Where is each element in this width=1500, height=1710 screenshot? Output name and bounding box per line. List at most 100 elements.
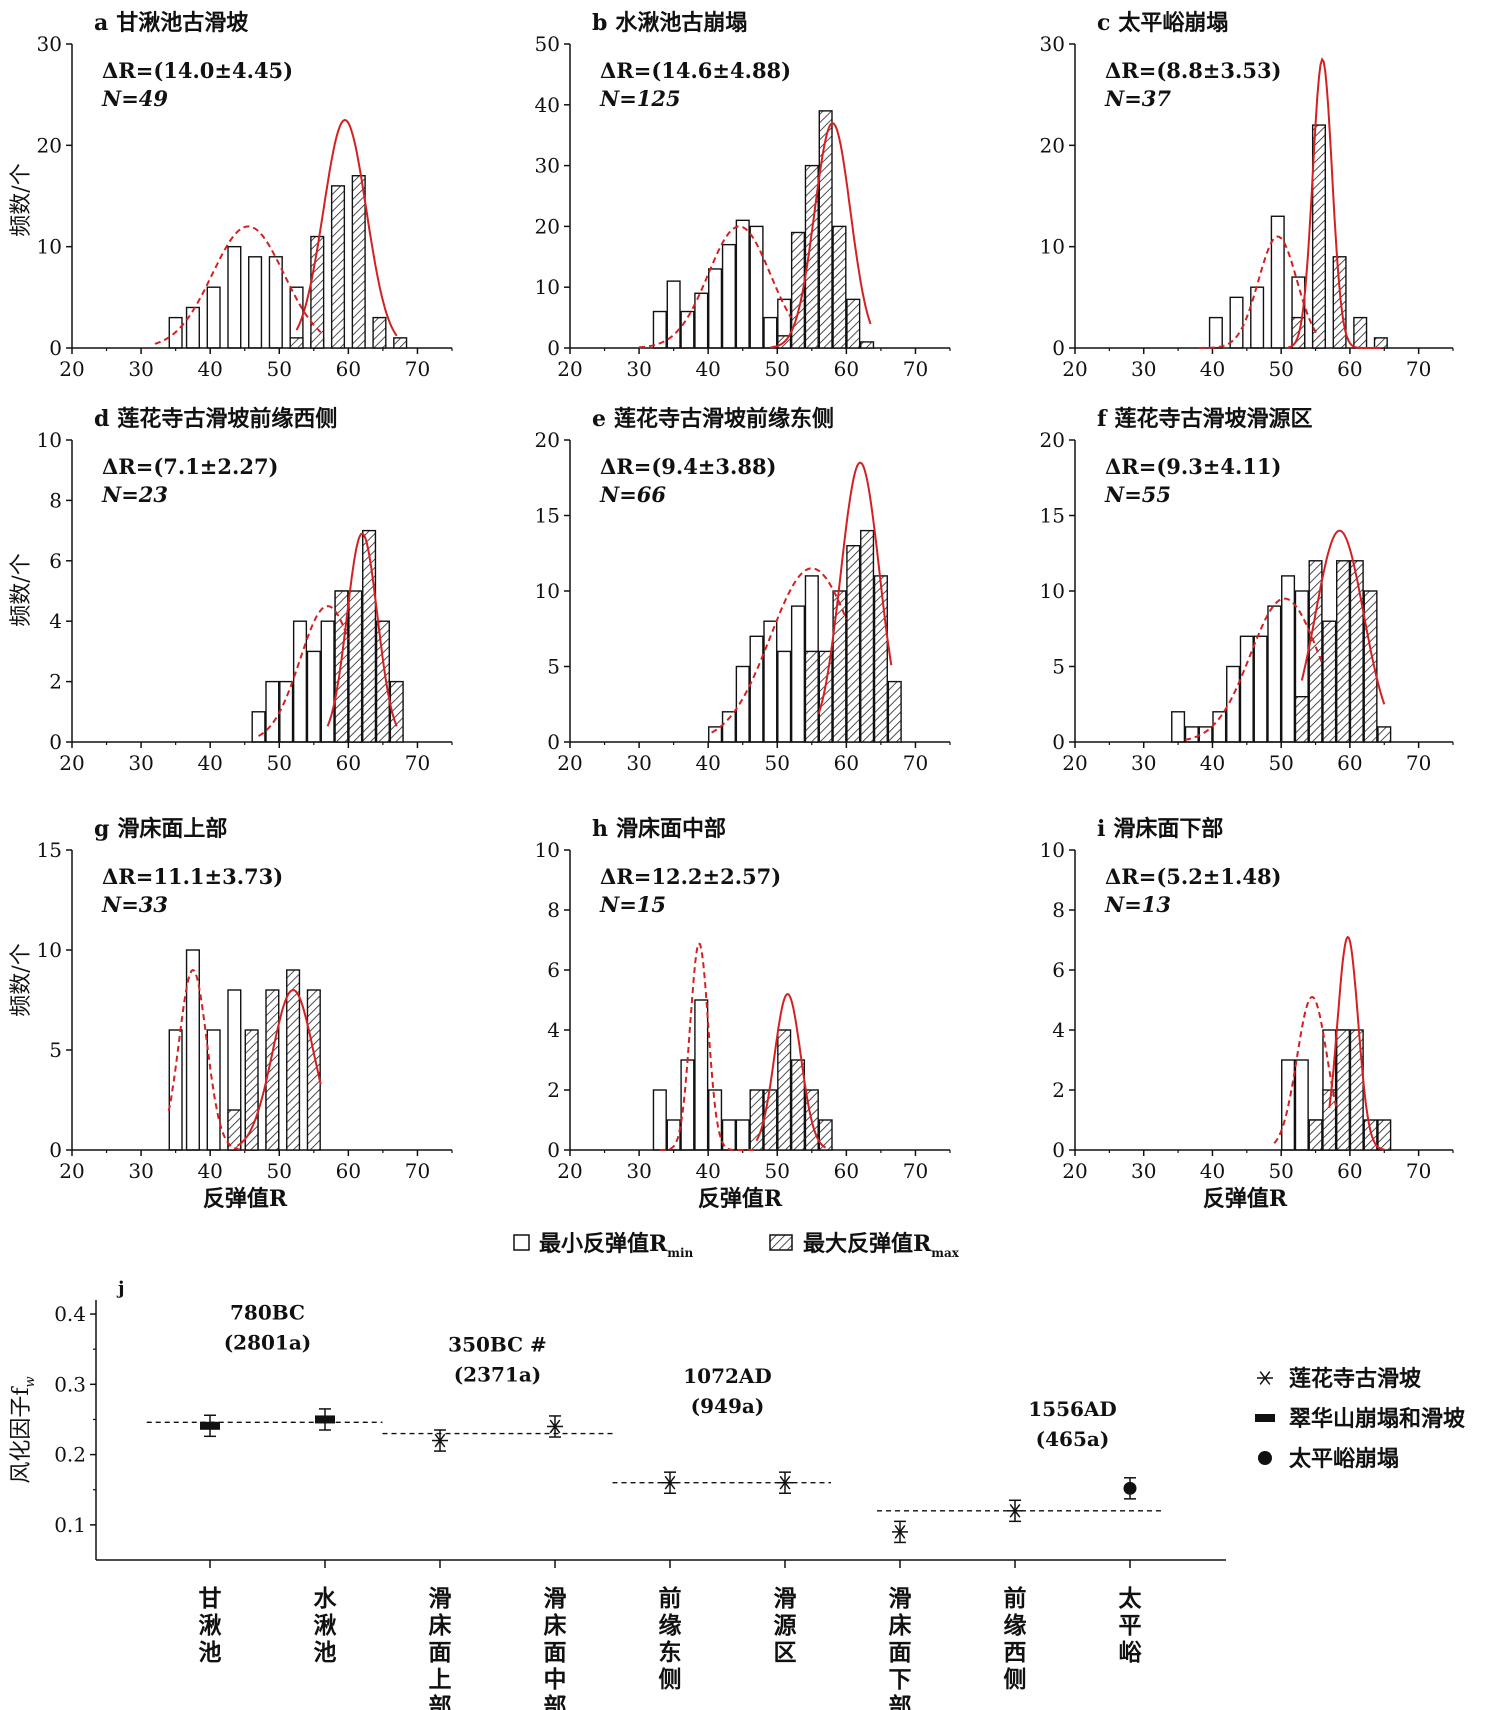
- bar-rmin: [1239, 635, 1254, 743]
- bar-rmin: [168, 1029, 183, 1151]
- bar-rmin: [1171, 711, 1186, 743]
- x-tick-label: 50: [267, 357, 292, 381]
- y-tick-label: 10: [1040, 838, 1065, 862]
- x-tick-label: 50: [267, 1159, 292, 1183]
- j-annotation: (2801a): [224, 1331, 312, 1355]
- j-category-label: 侧: [659, 1666, 682, 1693]
- bar-rmax: [1353, 316, 1368, 349]
- bar-rmin: [248, 256, 263, 349]
- j-category-label: 西: [1004, 1639, 1027, 1666]
- j-point-asterisk: [664, 1475, 676, 1490]
- panel-letter: j: [116, 1278, 125, 1299]
- bar-rmin: [763, 620, 778, 743]
- j-category-label: 湫: [199, 1612, 222, 1639]
- stat-line: ΔR=(5.2±1.48): [1105, 864, 1282, 889]
- j-category-label: 床: [429, 1612, 452, 1639]
- y-tick-label: 8: [49, 488, 62, 512]
- x-tick-label: 20: [557, 357, 582, 381]
- j-y-tick-label: 0.4: [54, 1302, 86, 1326]
- legend-max-swatch: [769, 1234, 793, 1251]
- bar-rmin: [168, 316, 183, 349]
- bar-rmax: [763, 1089, 778, 1151]
- bar-rmax: [389, 680, 404, 743]
- x-tick-label: 60: [336, 751, 361, 775]
- x-tick-label: 30: [626, 1159, 651, 1183]
- x-tick-label: 70: [1406, 1159, 1431, 1183]
- y-tick-label: 2: [49, 670, 62, 694]
- bar-rmin: [790, 605, 806, 743]
- bar-rmin: [1184, 726, 1199, 743]
- n-line: N=13: [1104, 892, 1171, 917]
- bar-rmin: [749, 635, 764, 743]
- panel-letter: c: [1097, 10, 1110, 36]
- bar-rmax: [306, 989, 321, 1151]
- bar-rmax: [1332, 256, 1347, 349]
- panel-title: b 水湫池古崩塌: [592, 10, 747, 36]
- fit-curve-rmax: [1328, 935, 1385, 1151]
- bar-rmin: [749, 225, 764, 349]
- legend-asterisk-icon: [1259, 1371, 1271, 1385]
- bar-rmin: [268, 256, 283, 349]
- bar-rmax: [804, 650, 819, 743]
- panel-i: 0 2 4 6 8 10 20 30 40 50 60 70 i 滑床面下部 ΔR=(5.2±1.48) N=…: [1040, 816, 1454, 1183]
- y-tick-label: 15: [37, 838, 62, 862]
- j-point-asterisk: [894, 1525, 906, 1539]
- legend-dot-icon: [1258, 1451, 1272, 1465]
- y-tick-label: 2: [1052, 1078, 1065, 1102]
- y-tick-label: 10: [1040, 235, 1065, 259]
- fit-curve-rmin: [154, 225, 322, 345]
- legend-label: 太平峪崩塌: [1289, 1446, 1399, 1472]
- bar-rmin: [306, 650, 321, 743]
- panel-title-text: 滑床面下部: [1113, 816, 1223, 842]
- bar-rmax: [244, 1029, 259, 1151]
- y-tick-label: 20: [535, 214, 560, 238]
- j-category-label: 面: [889, 1639, 912, 1666]
- x-tick-label: 50: [765, 751, 790, 775]
- y-tick-label: 15: [535, 504, 560, 528]
- bar-rmax: [1349, 1029, 1364, 1151]
- x-tick-label: 70: [1406, 357, 1431, 381]
- panel-title: a 甘湫池古滑坡: [94, 10, 248, 36]
- y-tick-label: 8: [1052, 898, 1065, 922]
- x-tick-label: 40: [197, 357, 222, 381]
- bar-rmax: [1377, 1119, 1392, 1151]
- panel-d: 0 2 4 6 8 10 20 30 40 50 60 70 d 莲花寺古滑坡前缘西侧 ΔR=(7.1±2.…: [37, 406, 453, 775]
- bar-rmax: [790, 231, 806, 349]
- x-tick-label: 50: [1268, 751, 1293, 775]
- x-tick-label: 50: [765, 357, 790, 381]
- j-category-label: 湫: [314, 1612, 337, 1639]
- x-tick-label: 30: [128, 1159, 153, 1183]
- y-tick-label: 10: [1040, 579, 1065, 603]
- stat-line: ΔR=(9.4±3.88): [600, 454, 777, 479]
- x-tick-label: 40: [1200, 357, 1225, 381]
- j-category-label: 缘: [1004, 1612, 1027, 1639]
- bar-rmax: [818, 650, 833, 743]
- bar-rmax: [777, 1029, 792, 1151]
- y-tick-label: 50: [535, 32, 560, 56]
- bar-rmax: [887, 680, 902, 743]
- x-tick-label: 70: [903, 751, 928, 775]
- stat-line: ΔR=(14.6±4.88): [600, 58, 791, 83]
- y-tick-label: 0: [1052, 1138, 1065, 1162]
- fit-curve-rmin: [258, 605, 350, 737]
- j-category-label: 侧: [1004, 1666, 1027, 1693]
- y-tick-label: 6: [49, 549, 62, 573]
- stat-line: ΔR=11.1±3.73): [102, 864, 283, 889]
- bar-rmin: [666, 1119, 681, 1151]
- y-tick-label: 0: [1052, 730, 1065, 754]
- y-tick-label: 0: [49, 1138, 62, 1162]
- y-tick-label: 0: [49, 336, 62, 360]
- xlabel-col3: 反弹值R: [1203, 1186, 1288, 1212]
- y-tick-label: 15: [1040, 504, 1065, 528]
- n-line: N=66: [599, 482, 666, 507]
- j-category-label: 部: [889, 1693, 912, 1710]
- bar-rmax: [860, 341, 875, 349]
- bar-rmin: [279, 680, 294, 743]
- bar-rmin: [1226, 665, 1241, 743]
- j-category-label: 池: [199, 1639, 222, 1666]
- legend-label: 莲花寺古滑坡: [1289, 1366, 1421, 1392]
- y-tick-label: 5: [547, 655, 560, 679]
- y-tick-label: 40: [535, 93, 560, 117]
- bar-rmin: [206, 286, 221, 349]
